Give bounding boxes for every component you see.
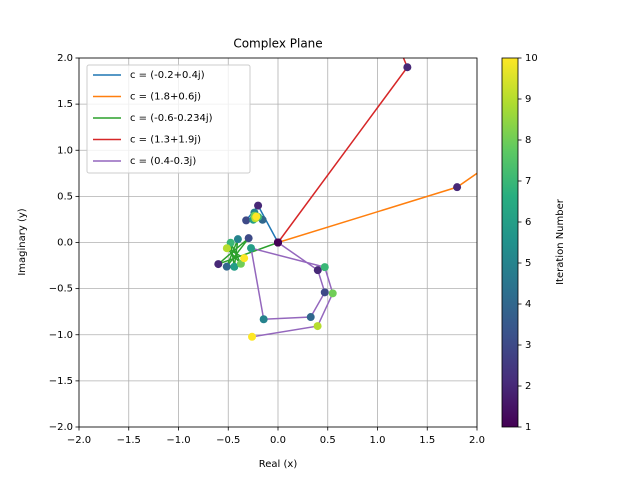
iteration-point	[248, 332, 257, 341]
colorbar-tick-label: 3	[525, 340, 531, 351]
iteration-point	[306, 313, 315, 322]
y-axis-label: Imaginary (y)	[17, 208, 28, 275]
plot-area	[214, 58, 477, 341]
iteration-point	[233, 235, 242, 244]
colorbar-tick-label: 8	[525, 135, 531, 146]
y-tick-label: −2.0	[49, 422, 73, 433]
iteration-point	[453, 183, 462, 192]
iteration-point	[240, 254, 249, 263]
legend-label: c = (1.3+1.9j)	[130, 135, 201, 146]
iteration-point	[252, 212, 261, 221]
legend-box	[86, 64, 251, 174]
iteration-point	[403, 63, 412, 72]
x-tick-label: 0.0	[270, 435, 286, 446]
legend: c = (-0.2+0.4j) c = (1.8+0.6j) c = (-0.6-0…	[86, 64, 251, 174]
chart-title: Complex Plane	[233, 37, 322, 51]
x-tick-label: −2.0	[67, 435, 91, 446]
iteration-point	[222, 262, 231, 271]
x-tick-label: −1.5	[117, 435, 141, 446]
y-tick-label: −0.5	[49, 284, 73, 295]
iteration-point	[214, 260, 223, 269]
colorbar-tick-label: 9	[525, 94, 531, 105]
colorbar-tick-label: 4	[525, 299, 531, 310]
iteration-point	[230, 262, 239, 271]
iteration-point	[328, 289, 337, 298]
y-tick-label: 1.0	[57, 145, 73, 156]
colorbar-tick-label: 7	[525, 176, 531, 187]
colorbar-tick-label: 5	[525, 258, 531, 269]
iteration-point	[242, 216, 251, 225]
iteration-point	[259, 315, 268, 324]
colorbar-tick-label: 6	[525, 217, 531, 228]
y-tick-label: 0.5	[57, 191, 73, 202]
legend-label: c = (0.4-0.3j)	[130, 156, 196, 167]
iteration-point	[244, 234, 253, 243]
legend-label: c = (1.8+0.6j)	[130, 92, 201, 103]
y-tick-label: 2.0	[57, 53, 73, 64]
x-tick-label: 0.5	[320, 435, 336, 446]
colorbar-label: Iteration Number	[555, 198, 566, 285]
y-tick-label: 0.0	[57, 238, 73, 249]
y-tick-label: 1.5	[57, 99, 73, 110]
x-tick-label: 1.0	[370, 435, 386, 446]
x-tick-label: −0.5	[216, 435, 240, 446]
x-axis-label: Real (x)	[259, 459, 298, 470]
colorbar-tick-label: 2	[525, 381, 531, 392]
y-tick-label: −1.0	[49, 330, 73, 341]
iteration-point	[254, 201, 263, 210]
iteration-point	[247, 244, 256, 253]
iteration-point	[274, 238, 282, 247]
colorbar	[501, 57, 519, 428]
y-tick-label: −1.5	[49, 376, 73, 387]
iteration-point	[313, 322, 322, 331]
series-line	[217, 237, 279, 268]
colorbar-tick-label: 10	[525, 53, 538, 64]
series-line	[250, 241, 334, 338]
x-tick-label: 1.5	[419, 435, 435, 446]
legend-label: c = (-0.2+0.4j)	[130, 70, 205, 81]
legend-label: c = (-0.6-0.234j)	[130, 113, 213, 124]
iteration-point	[222, 244, 231, 253]
colorbar-tick-label: 1	[525, 422, 531, 433]
x-tick-label: −1.0	[166, 435, 190, 446]
iteration-point	[320, 288, 329, 297]
iteration-point	[313, 266, 322, 275]
iteration-point	[320, 263, 329, 272]
x-tick-label: 2.0	[469, 435, 485, 446]
